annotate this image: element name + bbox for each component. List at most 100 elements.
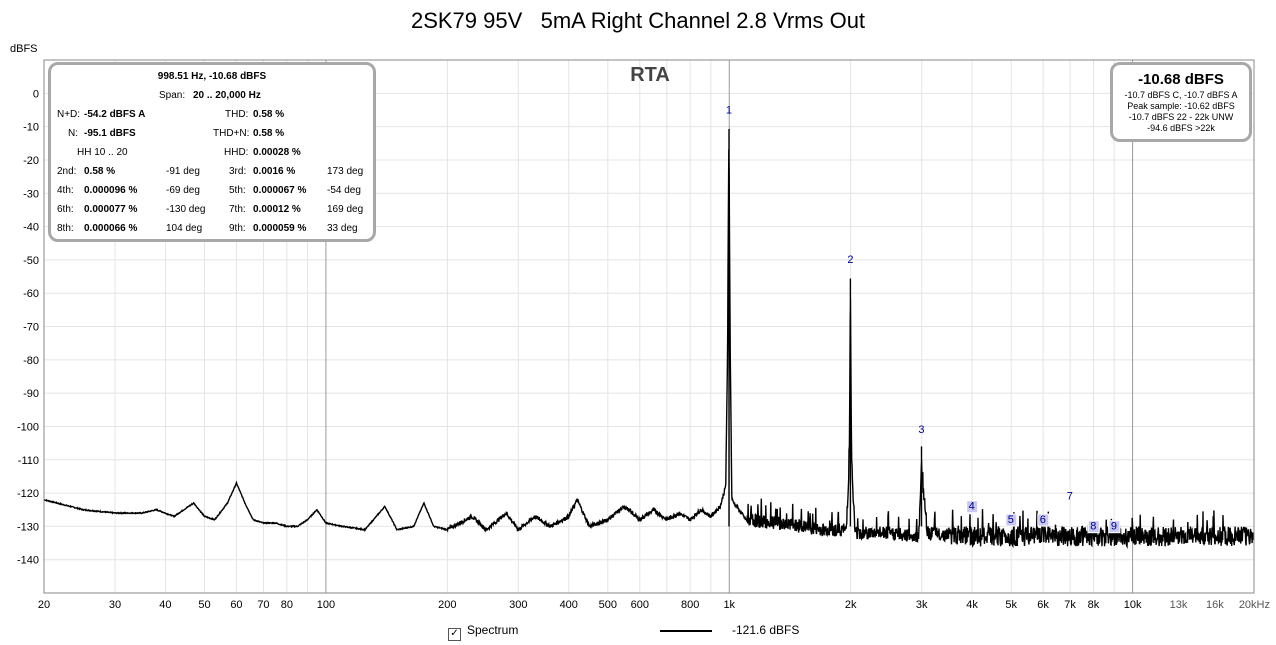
x-tick-label: 70 — [257, 599, 269, 611]
x-tick-label: 5k — [1005, 599, 1017, 611]
x-tick-label: 200 — [438, 599, 456, 611]
chart-title: 2SK79 95V 5mA Right Channel 2.8 Vrms Out — [410, 8, 866, 33]
spectrum-trace-group — [43, 129, 1255, 550]
span-value: 20 .. 20,000 Hz — [193, 90, 261, 101]
legend-spectrum[interactable]: ✓ Spectrum — [448, 623, 518, 641]
x-tick-label: 50 — [198, 599, 210, 611]
stats-cell-l1: 8th: — [57, 223, 74, 234]
span-label: Span: — [159, 90, 186, 101]
y-tick-label: -50 — [23, 255, 39, 267]
stats-cell-v2: 0.000059 % — [253, 223, 307, 234]
y-tick-label: -10 — [23, 122, 39, 134]
harmonic-marker-9: 9 — [1111, 521, 1117, 533]
stats-cell-v2: 0.00028 % — [253, 147, 301, 158]
harmonic-marker-box — [1108, 520, 1121, 534]
stats-cell-p1: -130 deg — [166, 204, 206, 215]
peak-line-4: -94.6 dBFS >22k — [1147, 123, 1215, 133]
y-tick-label: -70 — [23, 322, 39, 334]
stats-cell-p2: 173 deg — [327, 166, 364, 177]
stats-cell-v2: 0.000067 % — [253, 185, 307, 196]
stats-cell-p1: 104 deg — [166, 223, 203, 234]
x-tick-label: 6k — [1037, 599, 1049, 611]
y-tick-label: -30 — [23, 188, 39, 200]
x-tick-label: 3k — [916, 599, 928, 611]
stats-row: 6th: 0.000077 % -130 deg 7th: 0.00012 % 169 d… — [51, 204, 373, 222]
x-tick-label: 7k — [1064, 599, 1076, 611]
harmonic-marker-1: 1 — [726, 104, 732, 116]
x-tick-label: 30 — [109, 599, 121, 611]
x-tick-label: 60 — [230, 599, 242, 611]
stats-cell-l1: N+D: — [57, 109, 81, 120]
legend-level: -121.6 dBFS — [732, 623, 800, 637]
x-tick-label: 500 — [599, 599, 617, 611]
legend-line-swatch — [660, 630, 712, 632]
x-tick-label: 800 — [681, 599, 699, 611]
stats-cell-v1: 0.000066 % — [84, 223, 138, 234]
harmonic-marker-box — [966, 500, 979, 514]
stats-row: 2nd: 0.58 % -91 deg 3rd: 0.0016 % 173 deg — [51, 166, 373, 184]
x-tick-label: 40 — [159, 599, 171, 611]
harmonic-marker-box — [1087, 520, 1100, 534]
peak-level-panel[interactable]: -10.68 dBFS -10.7 dBFS C, -10.7 dBFS A P… — [1110, 62, 1252, 142]
harmonic-marker-3: 3 — [918, 424, 924, 436]
x-tick-label: 8k — [1088, 599, 1100, 611]
stats-cell-l1: 6th: — [57, 204, 74, 215]
y-tick-label: 0 — [33, 88, 39, 100]
stats-cell-v1: 0.000077 % — [84, 204, 138, 215]
stats-cell-l1: 4th: — [57, 185, 74, 196]
y-axis-label: dBFS — [10, 43, 38, 55]
x-tick-label: 2k — [845, 599, 857, 611]
x-tick-label: 300 — [509, 599, 527, 611]
stats-cell-v2: 0.00012 % — [253, 204, 301, 215]
x-tick-label: 20kHz — [1239, 599, 1270, 611]
x-tick-label: 16k — [1206, 599, 1224, 611]
harmonic-markers: 1 2 3 4 5 6 7 8 9 — [726, 104, 1121, 534]
x-tick-label: 13k — [1170, 599, 1188, 611]
stats-cell-l2: 5th: — [229, 185, 246, 196]
harmonic-marker-6: 6 — [1040, 514, 1046, 526]
stats-cell-p1: -91 deg — [166, 166, 200, 177]
spectrum-checkbox[interactable]: ✓ — [448, 628, 461, 641]
harmonic-marker-5: 5 — [1008, 514, 1014, 526]
stats-cell-v2: 0.58 % — [253, 109, 285, 120]
x-tick-labels: 20 30 40 50 60 70 80 100 200 300 400 500 600 800 1k 2k 3… — [38, 599, 1270, 611]
stats-cell-l1: 2nd: — [57, 166, 77, 177]
stats-row: N+D: -54.2 dBFS A THD: 0.58 % — [51, 109, 373, 127]
spectrum-trace — [43, 129, 1255, 550]
x-tick-label: 20 — [38, 599, 50, 611]
harmonic-marker-box — [1005, 513, 1018, 527]
harmonic-marker-7: 7 — [1067, 491, 1073, 503]
stats-row: 8th: 0.000066 % 104 deg 9th: 0.000059 % 33 de… — [51, 223, 373, 241]
peak-line-2: Peak sample: -10.62 dBFS — [1127, 101, 1235, 111]
stats-cell-l1: HH 10 .. 20 — [77, 147, 128, 158]
x-tick-label: 1k — [723, 599, 735, 611]
stats-row: N: -95.1 dBFS THD+N: 0.58 % — [51, 128, 373, 146]
stats-cell-l1: N: — [68, 128, 78, 139]
stats-cell-v1: 0.58 % — [84, 166, 116, 177]
stats-row: HH 10 .. 20 HHD: 0.00028 % — [51, 147, 373, 165]
distortion-stats-panel[interactable]: 998.51 Hz, -10.68 dBFS Span: 20 .. 20,00… — [48, 62, 376, 242]
y-tick-label: -20 — [23, 155, 39, 167]
stats-row: 4th: 0.000096 % -69 deg 5th: 0.000067 % -54 d… — [51, 185, 373, 203]
harmonic-marker-2: 2 — [847, 254, 853, 266]
stats-cell-p2: 33 deg — [327, 223, 358, 234]
y-tick-label: -130 — [17, 521, 39, 533]
stats-cell-v1: 0.000096 % — [84, 185, 138, 196]
y-tick-label: -120 — [17, 488, 39, 500]
stats-cell-v1: -54.2 dBFS A — [84, 109, 146, 120]
stats-cell-l2: HHD: — [224, 147, 249, 158]
stats-cell-v1: -95.1 dBFS — [84, 128, 136, 139]
x-tick-label: 600 — [631, 599, 649, 611]
stats-cell-p2: -54 deg — [327, 185, 361, 196]
y-tick-label: -80 — [23, 355, 39, 367]
x-tick-label: 100 — [317, 599, 335, 611]
plot-frame — [43, 59, 1255, 594]
peak-line-3: -10.7 dBFS 22 - 22k UNW — [1128, 112, 1234, 122]
y-tick-label: -110 — [18, 455, 39, 467]
harmonic-marker-box — [1037, 513, 1050, 527]
stats-cell-p1: -69 deg — [166, 185, 200, 196]
stats-cell-l2: 3rd: — [229, 166, 247, 177]
stats-cell-v2: 0.58 % — [253, 128, 285, 139]
stats-cell-l2: 7th: — [229, 204, 246, 215]
x-tick-label: 400 — [560, 599, 578, 611]
